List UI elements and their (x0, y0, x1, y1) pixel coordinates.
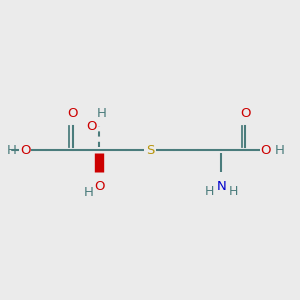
Text: H: H (7, 143, 17, 157)
Text: O: O (87, 120, 97, 133)
Text: O: O (68, 107, 78, 120)
Text: H: H (229, 185, 238, 198)
Text: O: O (94, 180, 105, 193)
Text: H: H (97, 107, 107, 120)
Text: O: O (240, 107, 250, 120)
Text: O: O (20, 143, 30, 157)
Text: H: H (274, 143, 284, 157)
Text: H: H (84, 186, 94, 199)
Text: S: S (146, 143, 154, 157)
Text: H: H (205, 185, 214, 198)
Text: N: N (217, 180, 226, 193)
Text: O: O (261, 143, 271, 157)
